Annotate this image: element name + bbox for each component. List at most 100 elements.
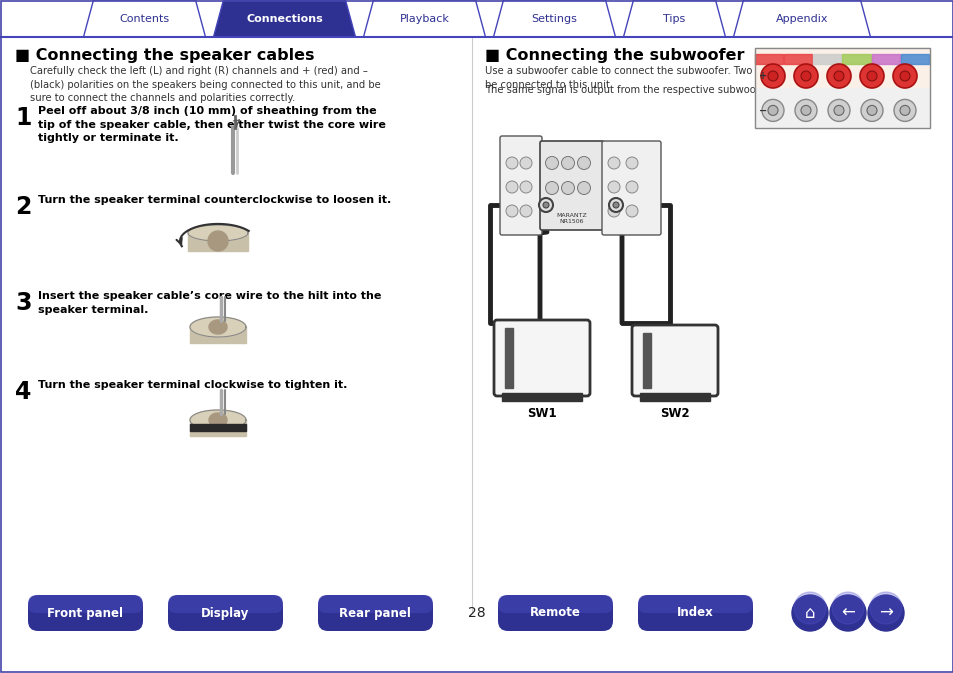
Circle shape (826, 64, 850, 88)
Polygon shape (209, 413, 227, 427)
FancyBboxPatch shape (601, 141, 660, 235)
Circle shape (866, 71, 876, 81)
Circle shape (831, 592, 863, 624)
Bar (642, 333, 650, 388)
FancyBboxPatch shape (638, 595, 752, 613)
Circle shape (538, 198, 553, 212)
Circle shape (545, 182, 558, 194)
Text: Playback: Playback (399, 13, 449, 24)
Circle shape (892, 64, 916, 88)
Bar (188, 233, 248, 251)
Text: Tips: Tips (662, 13, 685, 24)
Bar (639, 393, 709, 401)
Polygon shape (363, 0, 485, 37)
Text: 1: 1 (15, 106, 31, 130)
Polygon shape (84, 0, 205, 37)
Circle shape (899, 106, 909, 115)
Circle shape (542, 202, 548, 208)
Text: Remote: Remote (529, 606, 579, 620)
FancyBboxPatch shape (494, 320, 589, 396)
FancyBboxPatch shape (638, 595, 752, 631)
Polygon shape (188, 225, 248, 241)
Polygon shape (493, 0, 615, 37)
FancyBboxPatch shape (497, 595, 613, 613)
Bar (504, 328, 513, 388)
Text: The same signal is output from the respective subwoofer terminals.: The same signal is output from the respe… (484, 85, 822, 95)
Circle shape (833, 71, 843, 81)
Circle shape (625, 205, 638, 217)
Text: SW1: SW1 (527, 407, 557, 420)
Circle shape (607, 181, 619, 193)
FancyBboxPatch shape (317, 595, 433, 631)
Text: Turn the speaker terminal clockwise to tighten it.: Turn the speaker terminal clockwise to t… (38, 380, 347, 390)
Circle shape (866, 106, 876, 115)
Circle shape (793, 64, 817, 88)
Text: ⌂: ⌂ (804, 604, 815, 622)
Text: +: + (759, 71, 766, 81)
Circle shape (791, 595, 827, 631)
Text: Turn the speaker terminal counterclockwise to loosen it.: Turn the speaker terminal counterclockwi… (38, 195, 391, 205)
Circle shape (794, 100, 816, 121)
Circle shape (519, 157, 532, 169)
Circle shape (793, 592, 825, 624)
Circle shape (613, 202, 618, 208)
Circle shape (899, 71, 909, 81)
Text: 4: 4 (15, 380, 31, 404)
Text: ←: ← (841, 604, 854, 622)
Bar (871, 54, 899, 64)
Polygon shape (209, 320, 227, 334)
Circle shape (625, 157, 638, 169)
Bar (841, 54, 870, 64)
Polygon shape (733, 0, 869, 37)
Text: →: → (878, 604, 892, 622)
Bar (754, 88, 929, 128)
FancyBboxPatch shape (168, 595, 283, 631)
Bar (813, 54, 841, 64)
Circle shape (767, 106, 778, 115)
Circle shape (859, 64, 883, 88)
Polygon shape (213, 0, 355, 37)
Circle shape (545, 157, 558, 170)
Circle shape (561, 182, 574, 194)
Circle shape (519, 205, 532, 217)
Circle shape (867, 595, 903, 631)
Circle shape (505, 205, 517, 217)
Bar (754, 48, 929, 66)
Bar (754, 54, 782, 64)
Circle shape (861, 100, 882, 121)
Circle shape (829, 595, 865, 631)
FancyBboxPatch shape (28, 595, 143, 613)
Text: Connections: Connections (246, 13, 322, 24)
Text: Display: Display (200, 606, 249, 620)
Circle shape (561, 157, 574, 170)
Bar (190, 327, 246, 343)
Circle shape (761, 100, 783, 121)
Polygon shape (190, 317, 246, 337)
Text: Use a subwoofer cable to connect the subwoofer. Two subwoofers can
be connected : Use a subwoofer cable to connect the sub… (484, 66, 833, 90)
Circle shape (767, 71, 778, 81)
Circle shape (827, 100, 849, 121)
Text: −: − (759, 106, 766, 115)
Circle shape (577, 157, 590, 170)
Bar (501, 393, 581, 401)
Text: Index: Index (676, 606, 713, 620)
Circle shape (607, 157, 619, 169)
Circle shape (505, 157, 517, 169)
FancyBboxPatch shape (497, 595, 613, 631)
Circle shape (801, 71, 810, 81)
Text: SW2: SW2 (659, 407, 689, 420)
Circle shape (869, 592, 901, 624)
Text: Contents: Contents (119, 13, 170, 24)
Text: Settings: Settings (531, 13, 577, 24)
Text: Rear panel: Rear panel (338, 606, 411, 620)
Text: 28: 28 (468, 606, 485, 620)
Text: 3: 3 (15, 291, 31, 315)
Text: Peel off about 3/8 inch (10 mm) of sheathing from the
tip of the speaker cable, : Peel off about 3/8 inch (10 mm) of sheat… (38, 106, 385, 143)
Text: Appendix: Appendix (775, 13, 827, 24)
Text: Insert the speaker cable’s core wire to the hilt into the
speaker terminal.: Insert the speaker cable’s core wire to … (38, 291, 381, 314)
Circle shape (577, 182, 590, 194)
FancyBboxPatch shape (631, 325, 718, 396)
Text: ■ Connecting the subwoofer: ■ Connecting the subwoofer (484, 48, 743, 63)
Circle shape (833, 106, 843, 115)
Circle shape (801, 106, 810, 115)
